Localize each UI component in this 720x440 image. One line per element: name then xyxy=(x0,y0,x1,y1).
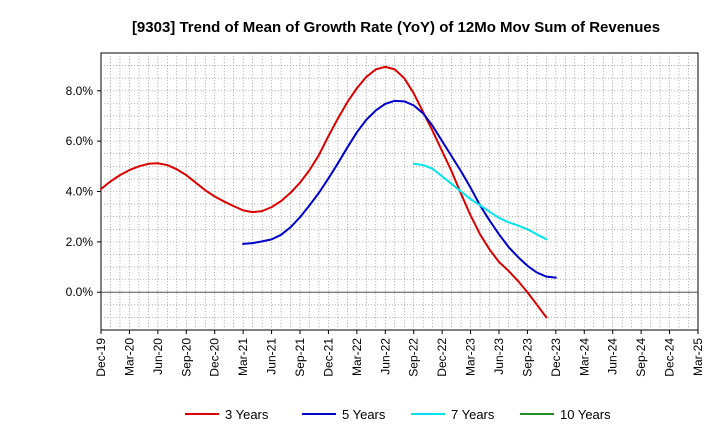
y-tick-label: 0.0% xyxy=(66,285,94,299)
chart-title: [9303] Trend of Mean of Growth Rate (YoY… xyxy=(132,19,660,36)
x-tick-label: Mar-25 xyxy=(691,338,705,376)
series-line-3-years xyxy=(100,65,548,319)
x-tick-label: Jun-22 xyxy=(378,338,392,375)
x-tick-label: Jun-24 xyxy=(606,338,620,375)
y-tick-label: 8.0% xyxy=(66,84,94,98)
legend-label: 7 Years xyxy=(451,407,495,422)
legend-label: 3 Years xyxy=(225,407,269,422)
y-tick-label: 2.0% xyxy=(66,235,94,249)
x-tick-label: Jun-20 xyxy=(151,338,165,375)
x-tick-label: Dec-23 xyxy=(549,338,563,377)
series-line-5-years xyxy=(242,99,557,279)
y-tick-label: 4.0% xyxy=(66,185,94,199)
x-tick-label: Mar-24 xyxy=(577,338,591,376)
series-line-7-years xyxy=(412,162,548,241)
x-axis: Dec-19 Mar-20 Jun-20 Sep-20 Dec-20 Mar-21 Jun-… xyxy=(94,330,705,377)
x-tick-label: Mar-23 xyxy=(464,338,478,376)
legend: 3 Years 5 Years 7 Years 10 Years xyxy=(185,407,611,422)
y-gridlines xyxy=(101,65,698,318)
x-tick-label: Mar-20 xyxy=(122,338,136,376)
x-tick-label: Sep-22 xyxy=(407,338,421,377)
series-lines xyxy=(100,65,557,319)
x-tick-label: Mar-21 xyxy=(236,338,250,376)
x-tick-label: Sep-21 xyxy=(293,338,307,377)
x-tick-label: Jun-23 xyxy=(492,338,506,375)
x-tick-label: Dec-21 xyxy=(321,338,335,377)
x-tick-label: Sep-23 xyxy=(520,338,534,377)
x-tick-label: Dec-19 xyxy=(94,338,108,377)
x-tick-label: Mar-22 xyxy=(350,338,364,376)
legend-label: 5 Years xyxy=(342,407,386,422)
x-tick-label: Dec-20 xyxy=(208,338,222,377)
x-tick-label: Jun-21 xyxy=(265,338,279,375)
legend-label: 10 Years xyxy=(560,407,611,422)
x-tick-label: Sep-24 xyxy=(634,338,648,377)
x-tick-label: Dec-22 xyxy=(435,338,449,377)
x-tick-label: Dec-24 xyxy=(663,338,677,377)
x-tick-label: Sep-20 xyxy=(179,338,193,377)
y-axis: 0.0% 2.0% 4.0% 6.0% 8.0% xyxy=(66,84,101,299)
y-tick-label: 6.0% xyxy=(66,134,94,148)
